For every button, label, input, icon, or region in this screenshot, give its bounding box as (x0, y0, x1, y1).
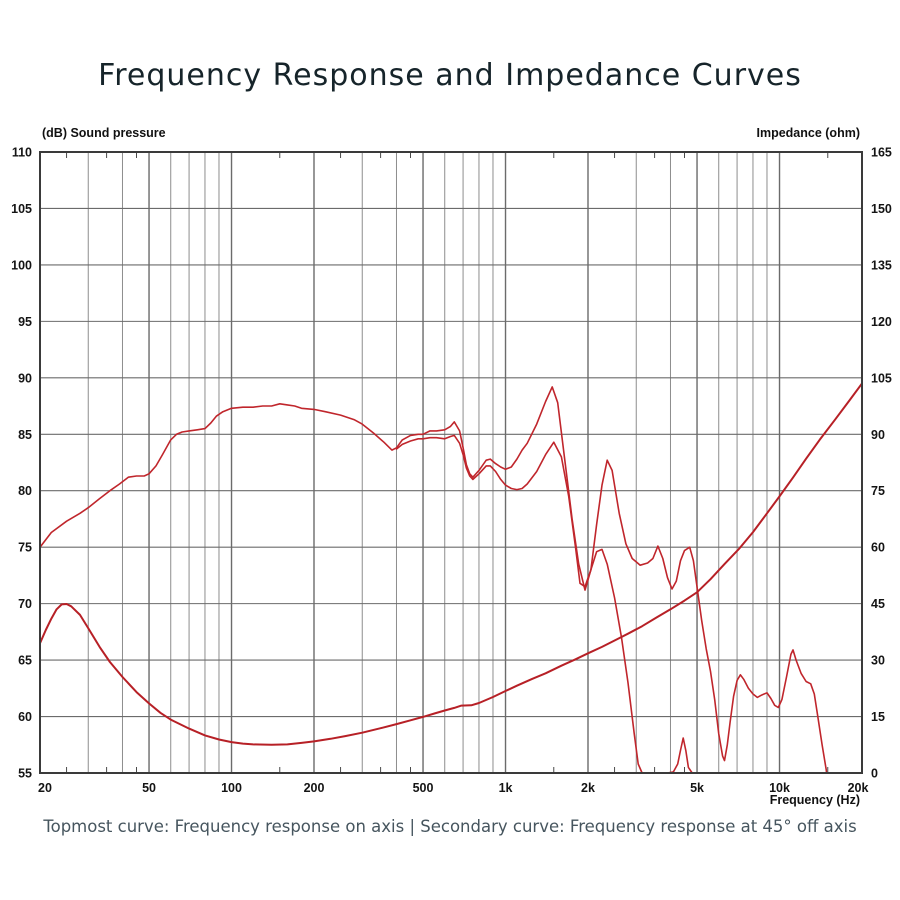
x-axis-tick-label: 200 (304, 781, 325, 795)
right-axis-tick-label: 105 (871, 371, 892, 385)
right-axis-tick-label: 30 (871, 654, 885, 668)
curve-frequency-response-45deg-off-axis (395, 434, 694, 774)
left-axis-tick-label: 105 (11, 202, 32, 216)
page-title: Frequency Response and Impedance Curves (98, 58, 802, 93)
x-axis-tick-label: 2k (581, 781, 595, 795)
right-axis-tick-label: 135 (871, 258, 892, 272)
right-axis-tick-label: 120 (871, 315, 892, 329)
chart-caption: Topmost curve: Frequency response on axi… (43, 817, 857, 836)
x-axis-tick-label: 500 (413, 781, 434, 795)
left-axis-tick-label: 95 (18, 315, 32, 329)
right-axis-tick-label: 90 (871, 428, 885, 442)
right-axis-tick-label: 60 (871, 541, 885, 555)
plot-border (39, 151, 863, 774)
right-axis-tick-label: 45 (871, 597, 885, 611)
right-axis-tick-label: 150 (871, 202, 892, 216)
right-axis-tick-label: 0 (871, 767, 878, 781)
right-axis-tick-label: 15 (871, 710, 885, 724)
left-axis-tick-label: 75 (18, 541, 32, 555)
left-axis-tick-label: 110 (12, 146, 32, 160)
curve-impedance (40, 382, 862, 746)
left-axis-tick-label: 100 (11, 258, 32, 272)
x-axis-tick-label: 20 (38, 781, 52, 795)
x-axis-tick-label: 50 (142, 781, 156, 795)
left-axis-tick-label: 85 (18, 428, 32, 442)
x-axis-tick-label: 100 (221, 781, 242, 795)
x-axis-title: Frequency (Hz) (769, 793, 860, 807)
left-axis-title: (dB) Sound pressure (42, 126, 166, 140)
right-axis-tick-label: 165 (871, 146, 892, 160)
x-axis-tick-label: 20k (848, 781, 869, 795)
right-axis-tick-label: 75 (871, 484, 885, 498)
left-axis-tick-label: 80 (18, 484, 32, 498)
left-axis-tick-label: 90 (18, 371, 32, 385)
right-axis-title: Impedance (ohm) (756, 126, 861, 140)
left-axis-tick-label: 70 (18, 597, 32, 611)
x-axis-tick-label: 5k (690, 781, 704, 795)
x-axis-tick-label: 1k (499, 781, 513, 795)
left-axis-tick-label: 55 (18, 767, 32, 781)
x-axis-tick-label: 10k (769, 781, 790, 795)
curve-frequency-response-on-axis (40, 386, 828, 774)
left-axis-tick-label: 65 (18, 654, 32, 668)
left-axis-tick-label: 60 (18, 710, 32, 724)
